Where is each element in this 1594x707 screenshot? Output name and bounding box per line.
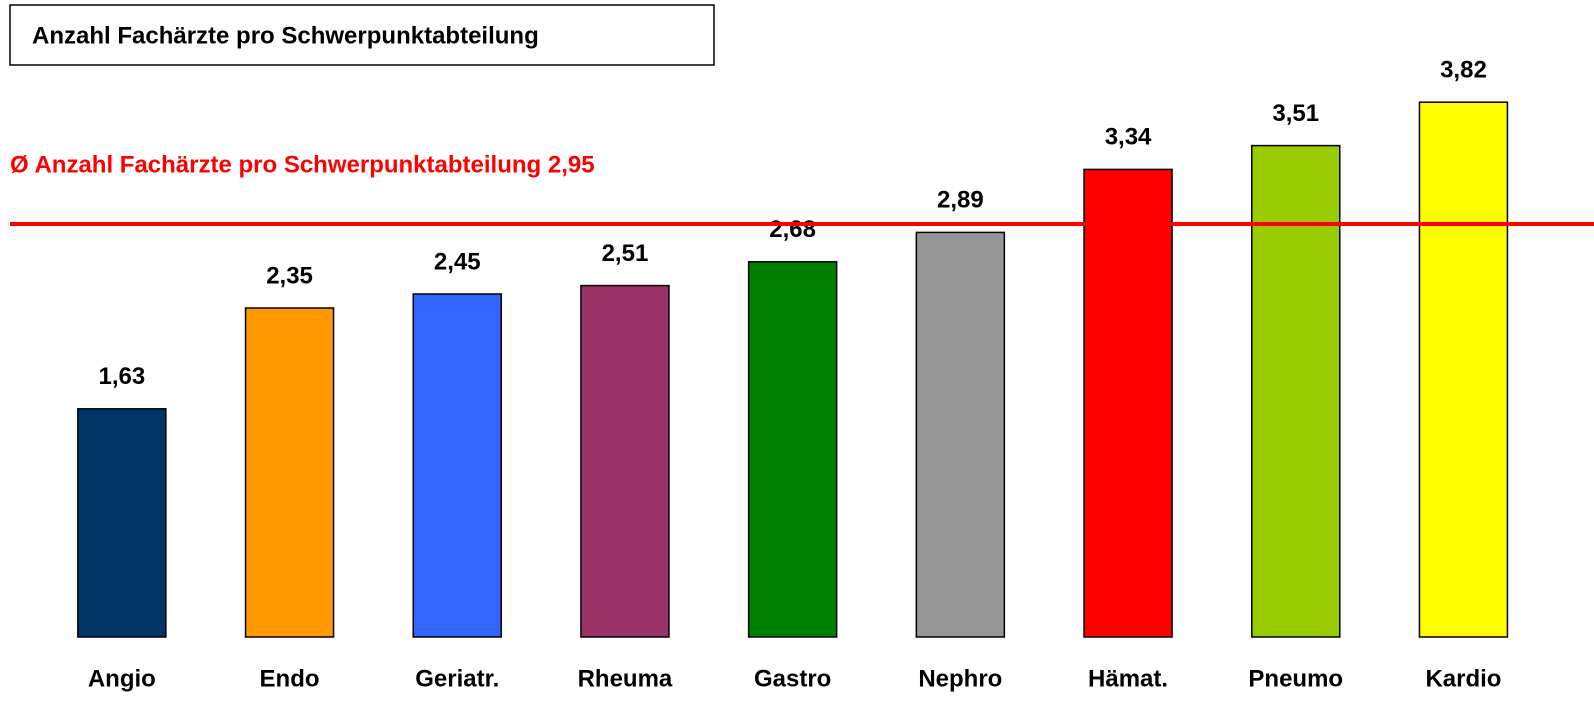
- x-tick-label: Gastro: [754, 665, 831, 692]
- x-tick-label: Hämat.: [1088, 665, 1168, 692]
- chart-title: Anzahl Fachärzte pro Schwerpunktabteilun…: [32, 22, 539, 49]
- x-tick-label: Nephro: [918, 665, 1002, 692]
- bar: [747, 261, 838, 638]
- value-label: 2,68: [769, 216, 816, 243]
- average-label: Ø Anzahl Fachärzte pro Schwerpunktabteil…: [10, 151, 595, 178]
- value-label: 1,63: [98, 363, 145, 390]
- x-tick-label: Rheuma: [578, 665, 673, 692]
- x-tick-label: Pneumo: [1248, 665, 1343, 692]
- value-label: 3,34: [1105, 124, 1152, 151]
- value-label: 3,82: [1440, 57, 1487, 84]
- bar: [915, 231, 1006, 638]
- value-label: 2,51: [602, 240, 649, 267]
- x-tick-label: Angio: [88, 665, 156, 692]
- bar: [1251, 144, 1341, 638]
- value-label: 2,45: [434, 248, 481, 275]
- value-label: 3,51: [1272, 100, 1319, 127]
- value-label: 2,35: [266, 262, 313, 289]
- value-label: 2,89: [937, 187, 984, 214]
- bar: [244, 307, 335, 638]
- title-box: [9, 4, 715, 66]
- bar: [412, 293, 502, 638]
- x-tick-label: Kardio: [1425, 665, 1501, 692]
- x-tick-label: Geriatr.: [415, 665, 499, 692]
- x-tick-label: Endo: [260, 665, 320, 692]
- bar: [1083, 168, 1173, 638]
- bar: [580, 284, 670, 638]
- bar: [77, 408, 167, 638]
- bar: [1418, 101, 1509, 638]
